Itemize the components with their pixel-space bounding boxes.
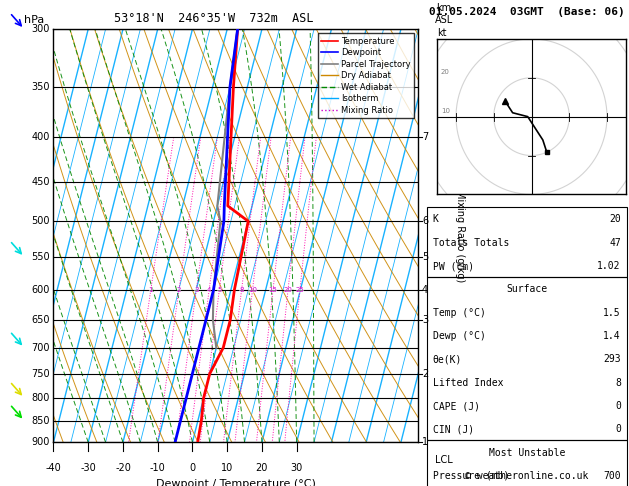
Text: 25: 25 — [296, 287, 304, 293]
Text: kt: kt — [437, 28, 447, 38]
Text: 0: 0 — [615, 401, 621, 411]
Text: LCL: LCL — [435, 455, 453, 465]
Text: Mixing Ratio (g/kg): Mixing Ratio (g/kg) — [455, 190, 465, 282]
Text: -30: -30 — [81, 463, 96, 473]
Text: 800: 800 — [31, 393, 50, 403]
Text: 1.5: 1.5 — [603, 308, 621, 318]
Text: -40: -40 — [45, 463, 62, 473]
Text: hPa: hPa — [25, 15, 45, 25]
Text: 700: 700 — [31, 343, 50, 353]
Text: 53°18'N  246°35'W  732m  ASL: 53°18'N 246°35'W 732m ASL — [114, 12, 314, 25]
Text: 700: 700 — [603, 471, 621, 481]
Text: 1: 1 — [422, 437, 428, 447]
Text: 47: 47 — [609, 238, 621, 248]
Text: 10: 10 — [221, 463, 233, 473]
Text: 4: 4 — [207, 287, 211, 293]
Text: 600: 600 — [31, 285, 50, 295]
Text: Totals Totals: Totals Totals — [433, 238, 509, 248]
Text: Dewp (°C): Dewp (°C) — [433, 331, 486, 341]
Text: Surface: Surface — [506, 284, 547, 295]
Text: -10: -10 — [150, 463, 165, 473]
Text: 1.4: 1.4 — [603, 331, 621, 341]
Text: 6: 6 — [422, 216, 428, 226]
Text: 850: 850 — [31, 416, 50, 426]
Text: 900: 900 — [31, 437, 50, 447]
Text: PW (cm): PW (cm) — [433, 261, 474, 271]
Text: 10: 10 — [441, 108, 450, 114]
Text: Lifted Index: Lifted Index — [433, 378, 503, 388]
Text: 293: 293 — [603, 354, 621, 364]
Text: 400: 400 — [31, 132, 50, 142]
Text: 2: 2 — [177, 287, 181, 293]
Text: 3: 3 — [422, 315, 428, 325]
Text: 1.02: 1.02 — [598, 261, 621, 271]
Text: 20: 20 — [256, 463, 268, 473]
Text: 5: 5 — [217, 287, 221, 293]
Text: 1: 1 — [148, 287, 153, 293]
Text: Most Unstable: Most Unstable — [489, 448, 565, 458]
Text: 30: 30 — [441, 30, 450, 36]
Text: 450: 450 — [31, 176, 50, 187]
Text: © weatheronline.co.uk: © weatheronline.co.uk — [465, 471, 589, 481]
Text: -20: -20 — [115, 463, 131, 473]
Text: km
ASL: km ASL — [435, 3, 453, 25]
Text: 01.05.2024  03GMT  (Base: 06): 01.05.2024 03GMT (Base: 06) — [429, 7, 625, 17]
Text: 300: 300 — [31, 24, 50, 34]
Text: K: K — [433, 214, 438, 225]
Text: 10: 10 — [248, 287, 257, 293]
Text: 7: 7 — [422, 132, 428, 142]
Text: 4: 4 — [422, 285, 428, 295]
Text: 0: 0 — [189, 463, 196, 473]
Text: 550: 550 — [31, 252, 50, 262]
Text: CAPE (J): CAPE (J) — [433, 401, 480, 411]
Text: 20: 20 — [441, 69, 450, 75]
Text: 5: 5 — [422, 252, 428, 262]
Text: 30: 30 — [291, 463, 303, 473]
Legend: Temperature, Dewpoint, Parcel Trajectory, Dry Adiabat, Wet Adiabat, Isotherm, Mi: Temperature, Dewpoint, Parcel Trajectory… — [318, 34, 414, 118]
Text: 8: 8 — [240, 287, 244, 293]
Text: θe(K): θe(K) — [433, 354, 462, 364]
Text: Pressure (mb): Pressure (mb) — [433, 471, 509, 481]
Text: 20: 20 — [284, 287, 292, 293]
Text: 0: 0 — [615, 424, 621, 434]
Text: 3: 3 — [194, 287, 199, 293]
Text: 15: 15 — [269, 287, 277, 293]
Text: Temp (°C): Temp (°C) — [433, 308, 486, 318]
Text: CIN (J): CIN (J) — [433, 424, 474, 434]
Text: Dewpoint / Temperature (°C): Dewpoint / Temperature (°C) — [156, 479, 316, 486]
Text: 2: 2 — [422, 369, 428, 379]
Text: 500: 500 — [31, 216, 50, 226]
Text: 650: 650 — [31, 315, 50, 325]
Text: 750: 750 — [31, 369, 50, 379]
Text: 350: 350 — [31, 82, 50, 92]
Text: 8: 8 — [615, 378, 621, 388]
Text: 20: 20 — [609, 214, 621, 225]
